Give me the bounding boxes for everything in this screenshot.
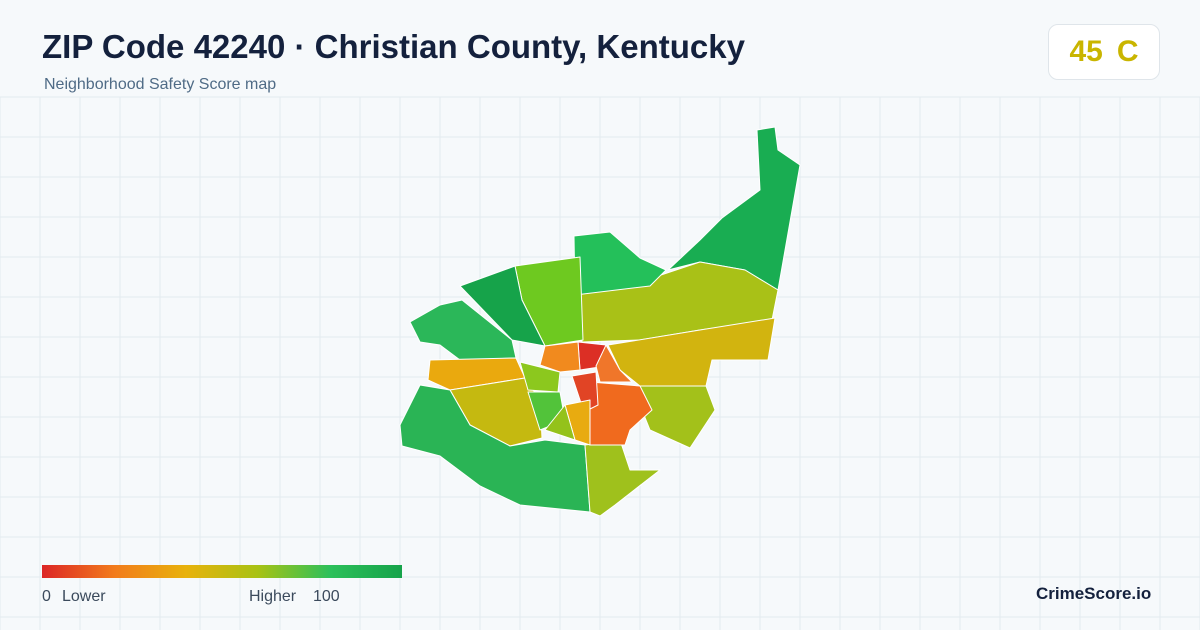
legend-max-label: Higher xyxy=(249,588,297,605)
score-badge: 45 C xyxy=(1048,24,1160,80)
region xyxy=(574,261,779,343)
region xyxy=(544,404,576,441)
region xyxy=(571,371,599,413)
legend-gradient xyxy=(42,565,402,578)
score: 45 xyxy=(1069,35,1103,68)
region xyxy=(459,265,546,347)
legend-max: 100 xyxy=(313,588,340,605)
region xyxy=(595,344,633,383)
region xyxy=(584,439,661,517)
regions xyxy=(399,126,801,517)
brand: CrimeScore.io xyxy=(1036,584,1152,603)
region xyxy=(639,385,716,449)
region xyxy=(539,341,581,373)
region xyxy=(589,381,653,446)
grade: C xyxy=(1116,35,1139,68)
subtitle: Neighborhood Safety Score map xyxy=(44,76,277,93)
title: ZIP Code 42240 · Christian County, Kentu… xyxy=(42,28,745,65)
region xyxy=(607,317,776,387)
legend-min: 0 xyxy=(42,588,51,605)
legend-min-label: Lower xyxy=(62,588,106,605)
